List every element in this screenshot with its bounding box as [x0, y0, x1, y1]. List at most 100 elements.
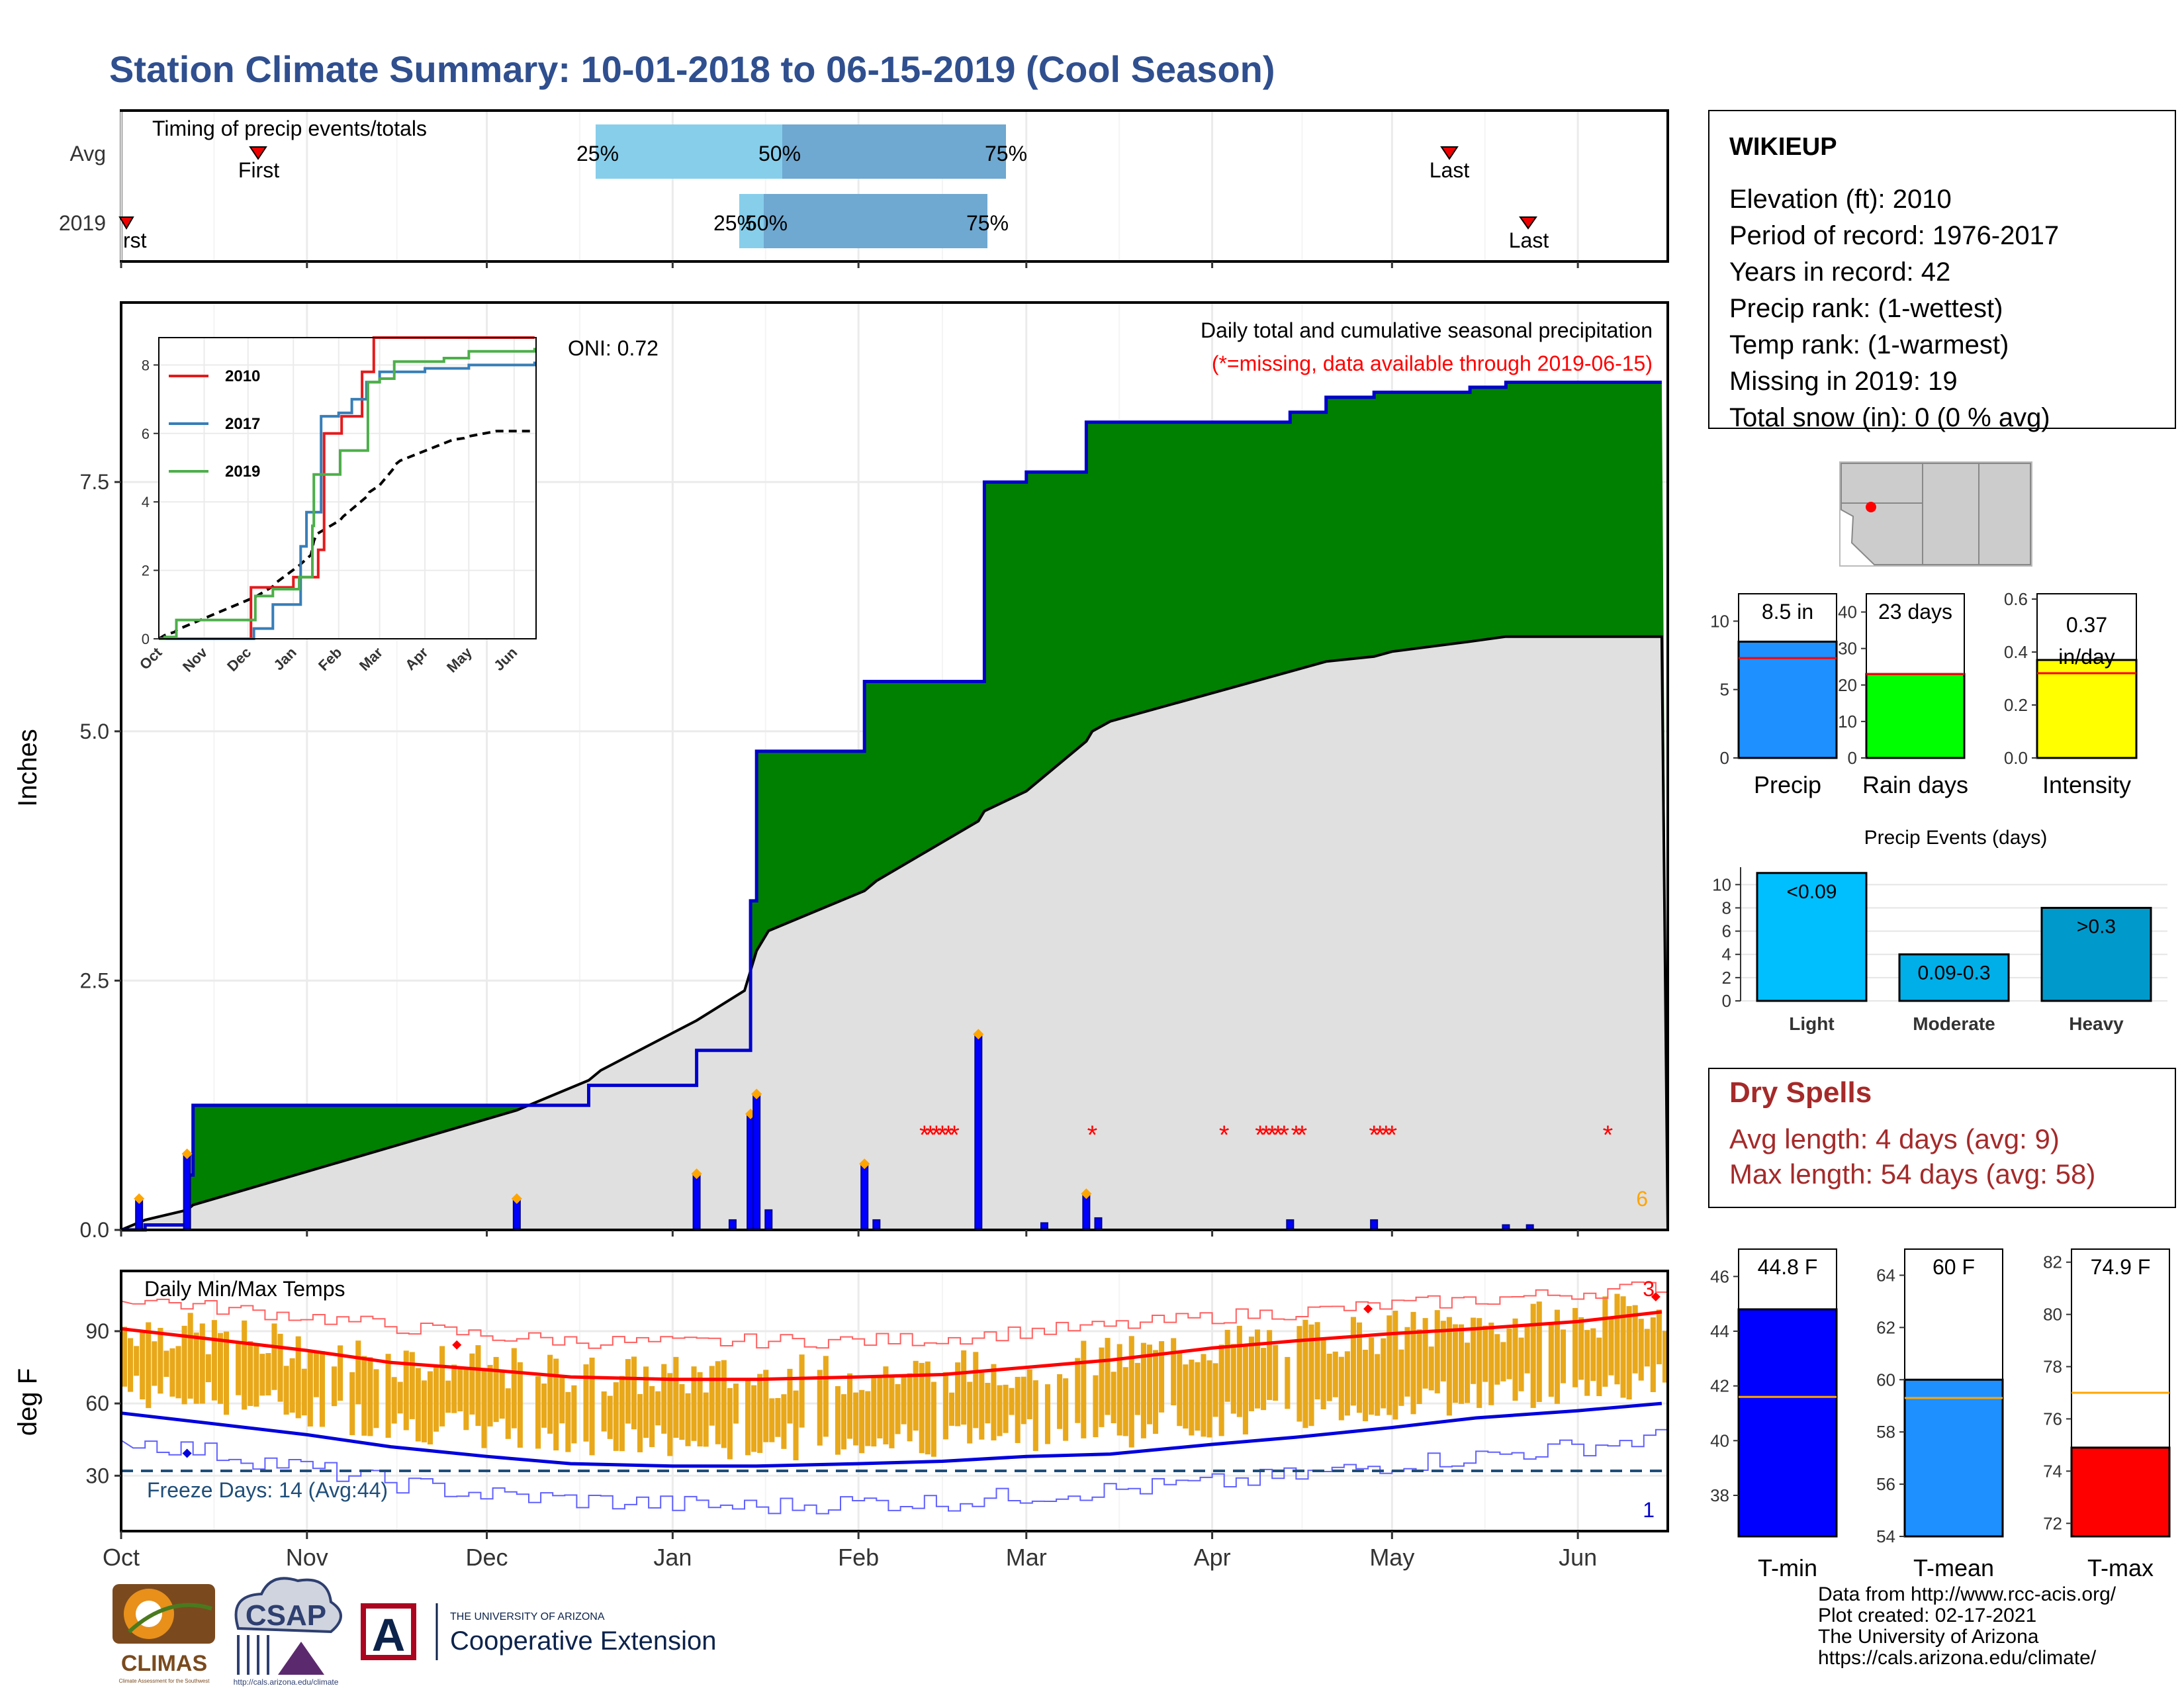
daily-temp-range-bar — [643, 1366, 649, 1438]
daily-precip-bar — [1286, 1219, 1295, 1231]
inset-y-tick-label: 2 — [142, 563, 150, 579]
timing-avg-25-label: 25% — [576, 142, 619, 165]
daily-temp-range-bar — [1212, 1363, 1218, 1417]
daily-temp-range-bar — [901, 1375, 907, 1425]
timing-panel: Timing of precip events/totals Avg 2019 … — [59, 109, 1669, 268]
daily-temp-range-bar — [1404, 1327, 1410, 1397]
daily-temp-range-bar — [1488, 1323, 1494, 1405]
daily-temp-range-bar — [1512, 1318, 1518, 1401]
daily-temp-range-bar — [949, 1392, 955, 1426]
daily-temp-range-bar — [301, 1368, 307, 1416]
temp-count-min: 1 — [1643, 1498, 1655, 1522]
daily-temp-range-bar — [457, 1366, 463, 1412]
map-marker — [1866, 502, 1876, 512]
daily-temp-range-bar — [1398, 1349, 1404, 1406]
precip-missing-note: (*=missing, data available through 2019-… — [1212, 352, 1653, 375]
events-bar-label: 0.09-0.3 — [1917, 962, 1990, 984]
daily-temp-range-bar — [775, 1397, 781, 1437]
daily-temp-range-bar — [1308, 1324, 1314, 1427]
timing-2019-50-label: 50% — [745, 211, 788, 235]
daily-temp-range-bar — [1578, 1317, 1584, 1380]
daily-temp-range-bar — [385, 1354, 391, 1438]
daily-temp-range-bar — [1122, 1367, 1128, 1436]
daily-temp-range-bar — [259, 1354, 265, 1396]
precip-chart: 0 5 10 Precip 8.5 in — [1710, 593, 1838, 798]
daily-temp-range-bar — [1177, 1351, 1183, 1427]
daily-temp-range-bar — [919, 1362, 925, 1454]
inset-legend-label: 2010 — [225, 367, 260, 385]
tmax-chart-y-tick-label: 74 — [2043, 1461, 2062, 1481]
daily-temp-range-bar — [1482, 1325, 1488, 1382]
y-tick-label: 7.5 — [80, 470, 109, 494]
missing-data-marker: * — [925, 1121, 936, 1150]
missing-data-marker: * — [1279, 1121, 1289, 1150]
tmean-chart-value-label: 60 F — [1933, 1255, 1975, 1279]
diamond-marker — [182, 1448, 192, 1458]
daily-temp-range-bar — [1452, 1324, 1458, 1403]
daily-precip-bar — [728, 1219, 737, 1231]
freeze-days-label: Freeze Days: 14 (Avg:44) — [147, 1478, 388, 1502]
daily-temp-range-bar — [397, 1382, 403, 1414]
daily-temp-range-bar — [625, 1359, 631, 1424]
tmin-chart-bar — [1737, 1308, 1838, 1538]
daily-temp-range-bar — [517, 1362, 523, 1448]
temp-y-tick-label: 60 — [85, 1391, 109, 1415]
month-tick-label: Jun — [1559, 1544, 1597, 1571]
daily-temp-range-bar — [583, 1364, 589, 1442]
daily-temp-range-bar — [1285, 1356, 1291, 1409]
y-tick-label: 5.0 — [80, 720, 109, 743]
daily-temp-range-bar — [1171, 1338, 1177, 1406]
ua-logo-big-text: Cooperative Extension — [450, 1626, 716, 1656]
daily-temp-range-bar — [469, 1353, 475, 1415]
daily-temp-range-bar — [793, 1390, 799, 1461]
station-name: WIKIEUP — [1729, 133, 1837, 161]
events-bar — [1756, 872, 1868, 1002]
daily-precip-bar — [1082, 1194, 1091, 1231]
station-elevation: Elevation (ft): 2010 — [1729, 185, 1952, 214]
daily-temp-range-bar — [1644, 1329, 1650, 1367]
diamond-marker — [973, 1029, 984, 1040]
missing-data-marker: * — [937, 1121, 948, 1150]
missing-data-marker: * — [1387, 1121, 1398, 1150]
events-x-label: Light — [1789, 1013, 1834, 1034]
daily-temp-range-bar — [1063, 1378, 1069, 1441]
daily-temp-range-bar — [883, 1366, 889, 1444]
missing-data-marker: * — [1219, 1121, 1230, 1150]
intensity-chart-y-tick-label: 0.4 — [2004, 642, 2028, 662]
daily-temp-range-bar — [1446, 1317, 1452, 1416]
tmin-chart-label: T-min — [1758, 1554, 1817, 1581]
daily-temp-range-bar — [1536, 1301, 1542, 1402]
timing-avg-q1-bar — [596, 124, 782, 179]
tmax-chart-y-tick-label: 80 — [2043, 1305, 2062, 1325]
daily-temp-range-bar — [361, 1356, 367, 1436]
daily-temp-range-bar — [193, 1333, 199, 1404]
daily-precip-bar — [512, 1199, 521, 1231]
intensity-chart-value-label: 0.37 in/day — [2058, 613, 2115, 669]
daily-temp-range-bar — [1608, 1317, 1614, 1376]
daily-temp-range-bar — [1596, 1337, 1602, 1397]
daily-temp-range-bar — [1350, 1317, 1356, 1406]
intensity-chart-label: Intensity — [2042, 771, 2131, 798]
dry-spells-avg: Avg length: 4 days (avg: 9) — [1729, 1123, 2060, 1154]
events-x-label: Moderate — [1913, 1013, 1995, 1034]
daily-temp-range-bar — [1236, 1325, 1242, 1417]
daily-temp-range-bar — [1105, 1338, 1111, 1415]
daily-temp-range-bar — [1248, 1336, 1254, 1411]
timing-avg-last-label: Last — [1430, 158, 1470, 182]
daily-temp-range-bar — [1332, 1351, 1338, 1397]
daily-temp-range-bar — [271, 1323, 277, 1390]
daily-temp-range-bar — [511, 1348, 517, 1429]
daily-temp-range-bar — [1015, 1376, 1021, 1443]
daily-temp-range-bar — [1273, 1344, 1279, 1401]
daily-temp-range-bar — [955, 1362, 961, 1427]
daily-temp-range-bar — [1081, 1340, 1087, 1438]
daily-temp-range-bar — [817, 1370, 823, 1446]
daily-temp-range-bar — [607, 1395, 613, 1439]
daily-temp-range-bar — [1548, 1322, 1554, 1397]
daily-temp-range-bar — [1650, 1317, 1656, 1393]
month-tick-label: Dec — [466, 1544, 508, 1571]
station-missing: Missing in 2019: 19 — [1729, 367, 1958, 396]
daily-temp-range-bar — [1458, 1324, 1465, 1404]
precip-events-chart: Precip Events (days) 0 2 4 6 8 10 <0.09 Light 0.… — [1712, 827, 2167, 1034]
